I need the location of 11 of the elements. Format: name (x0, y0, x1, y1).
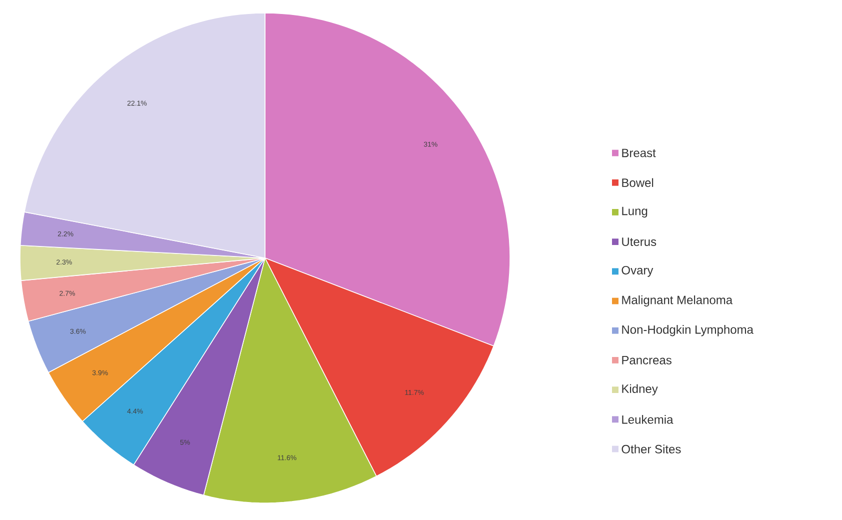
legend-label: Breast (622, 148, 656, 158)
legend-label: Kidney (622, 384, 658, 396)
legend-label: Non-Hodgkin Lymphoma (622, 325, 754, 336)
legend-label: Leukemia (622, 415, 674, 424)
legend-label: Pancreas (622, 356, 672, 364)
legend-label: Uterus (622, 238, 656, 246)
legend-label: Malignant Melanoma (622, 295, 733, 307)
legend-label: Other Sites (622, 444, 681, 454)
legend-label: Lung (622, 206, 648, 218)
legend-label: Ovary (622, 266, 654, 277)
legend-label: Bowel (622, 178, 654, 187)
